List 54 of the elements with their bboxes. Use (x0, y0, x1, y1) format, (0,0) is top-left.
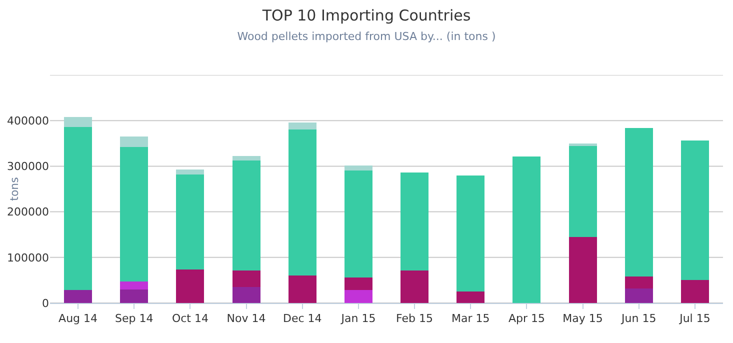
bar (624, 276, 653, 288)
bar (512, 156, 541, 303)
bar (568, 146, 597, 237)
bar (344, 170, 372, 278)
y-tick-label: 200000 (7, 206, 49, 219)
x-tick-label: Jan 15 (340, 312, 376, 326)
bar (344, 277, 372, 290)
bar (232, 287, 260, 303)
bar (232, 160, 260, 271)
bar (64, 290, 92, 303)
bar (344, 290, 372, 303)
bar (120, 289, 148, 303)
x-tick-label: Apr 15 (508, 312, 545, 326)
x-tick-label: Dec 14 (282, 312, 322, 326)
x-tick-label: Sep 14 (115, 312, 154, 326)
bar (120, 282, 148, 290)
bar (64, 116, 92, 127)
bar (568, 143, 597, 146)
bar (232, 270, 260, 288)
bar (400, 172, 429, 271)
x-tick-label: Oct 14 (172, 312, 208, 326)
bar (400, 270, 429, 303)
bar (680, 280, 709, 303)
bar (120, 147, 148, 282)
x-tick-label: May 15 (562, 312, 603, 326)
y-tick-label: 0 (42, 296, 49, 310)
bar (232, 156, 260, 161)
bar (176, 174, 204, 270)
x-tick-label: Aug 14 (58, 312, 98, 326)
bar (176, 270, 204, 303)
x-tick-label: Jun 15 (620, 312, 656, 326)
y-tick-label: 400000 (7, 114, 49, 128)
y-tick-label: 100000 (7, 251, 49, 264)
x-tick-label: Mar 15 (452, 312, 490, 326)
bar (288, 122, 316, 130)
x-tick-label: Nov 14 (226, 312, 266, 326)
bar (624, 288, 653, 303)
bar (288, 276, 316, 303)
x-tick-label: Feb 15 (396, 312, 434, 326)
bar (176, 169, 204, 174)
chart-title: TOP 10 Importing Countries (261, 6, 471, 25)
bar (624, 128, 653, 277)
bar (288, 130, 316, 276)
x-tick-label: Jul 15 (678, 312, 710, 326)
bar (344, 166, 372, 170)
bar (64, 126, 92, 290)
bar (680, 140, 709, 280)
bar (120, 136, 148, 148)
bar (456, 292, 485, 303)
y-axis-title: tons (8, 176, 21, 201)
bar (456, 175, 485, 292)
y-tick-label: 300000 (7, 160, 49, 174)
bar (568, 236, 597, 303)
chart-subtitle: Wood pellets imported from USA by... (in tons ) (237, 30, 496, 44)
